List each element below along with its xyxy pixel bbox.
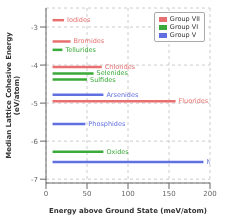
svg-text:-6: -6 xyxy=(31,138,39,146)
svg-text:Tellurides: Tellurides xyxy=(64,46,96,54)
svg-text:-7: -7 xyxy=(31,176,38,184)
svg-text:Iodides: Iodides xyxy=(67,16,91,24)
svg-text:-4: -4 xyxy=(31,62,39,70)
svg-text:0: 0 xyxy=(44,190,48,198)
svg-text:Arsenides: Arsenides xyxy=(106,91,139,99)
svg-text:Energy above Ground State (meV: Energy above Ground State (meV/atom) xyxy=(49,207,207,215)
svg-text:Bromides: Bromides xyxy=(74,37,105,45)
html-text:Group VI: Group VI xyxy=(169,23,199,31)
svg-text:200: 200 xyxy=(203,190,216,198)
svg-text:Fluorides: Fluorides xyxy=(179,97,209,105)
svg-text:Median Lattice Cohesive Energy: Median Lattice Cohesive Energy(eV/atom) xyxy=(8,32,21,159)
svg-text:100: 100 xyxy=(121,190,134,198)
svg-text:Oxides: Oxides xyxy=(106,148,129,156)
svg-text:Phosphides: Phosphides xyxy=(88,120,126,128)
svg-text:50: 50 xyxy=(83,190,92,198)
svg-text:Selenides: Selenides xyxy=(96,69,128,78)
html-text:Group V: Group V xyxy=(169,31,197,39)
svg-text:Chlorides: Chlorides xyxy=(104,63,136,71)
html-text:Group VII: Group VII xyxy=(169,15,200,23)
svg-text:-3: -3 xyxy=(31,24,38,32)
svg-text:-5: -5 xyxy=(31,100,38,108)
svg-text:Nitrides: Nitrides xyxy=(206,158,210,166)
svg-text:150: 150 xyxy=(162,190,175,198)
svg-text:Sulfides: Sulfides xyxy=(90,76,116,84)
